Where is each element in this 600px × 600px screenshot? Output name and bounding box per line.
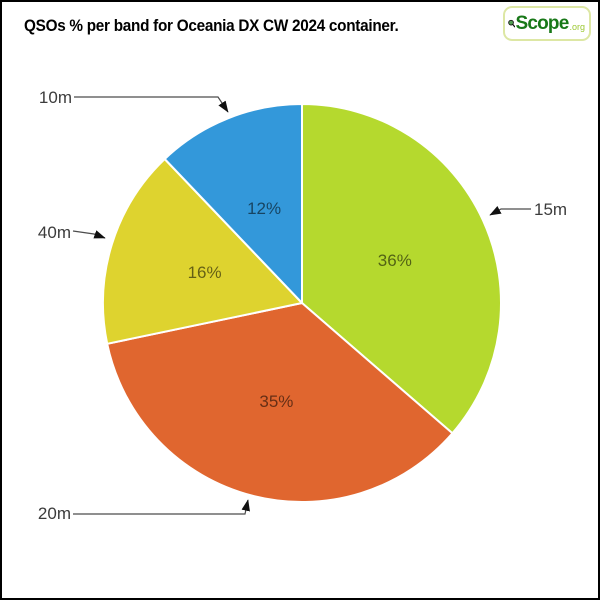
percent-labels: 36% 35% 16% 12%: [188, 199, 412, 411]
percent-label-20m: 35%: [259, 392, 293, 411]
leader-line-10m: [74, 96, 229, 113]
pie-slice-15m: [301, 103, 502, 435]
percent-label-10m: 12%: [247, 199, 281, 218]
leader-lines: [72, 96, 531, 515]
pie-slice-10m: [163, 103, 303, 304]
qscope-logo: Scope .org: [503, 6, 591, 41]
band-label-10m: 10m: [39, 88, 72, 107]
leader-line-15m: [489, 206, 531, 216]
percent-label-15m: 36%: [378, 251, 412, 270]
pie-slices: [102, 103, 502, 503]
band-label-20m: 20m: [38, 504, 71, 523]
band-label-15m: 15m: [534, 200, 567, 219]
pie-slice-40m: [102, 158, 303, 345]
pie-slice-20m: [106, 302, 454, 503]
logo-text: Scope: [515, 13, 569, 34]
band-label-40m: 40m: [38, 223, 71, 242]
leader-line-20m: [73, 499, 250, 515]
leader-line-40m: [72, 230, 106, 239]
chart-title: QSOs % per band for Oceania DX CW 2024 c…: [24, 16, 399, 35]
percent-label-40m: 16%: [188, 263, 222, 282]
band-labels: 10m 40m 15m 20m: [38, 88, 567, 523]
logo-suffix: .org: [569, 22, 585, 32]
magnifier-globe-icon: [508, 19, 516, 28]
